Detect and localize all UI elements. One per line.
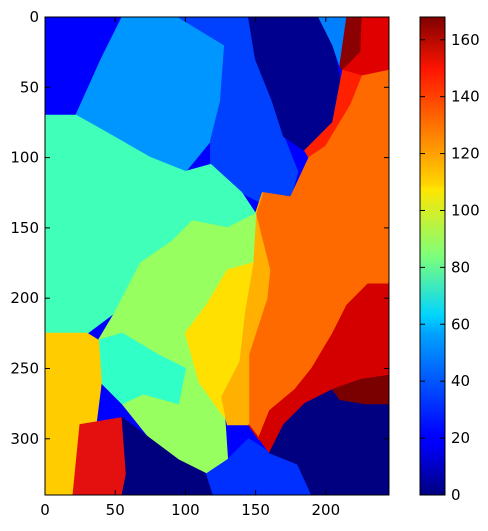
x-tick-label: 150 xyxy=(241,501,270,519)
colorbar xyxy=(419,16,446,496)
y-tick-label: 100 xyxy=(10,149,39,167)
colorbar-gradient xyxy=(419,16,446,496)
y-tick-label: 300 xyxy=(10,430,39,448)
heatmap-region-20 xyxy=(331,374,389,405)
colorbar-tick-label: 140 xyxy=(451,88,480,106)
x-tick-label: 200 xyxy=(311,501,340,519)
y-tick-label: 250 xyxy=(10,359,39,377)
y-tick-label: 200 xyxy=(10,289,39,307)
colorbar-ticks: 0 20 40 60 80 100 120 140 160 xyxy=(420,31,480,504)
y-tick-label: 0 xyxy=(29,8,39,26)
colorbar-tick-label: 80 xyxy=(451,258,470,276)
colorbar-tick-label: 120 xyxy=(451,145,480,163)
heatmap-region-12 xyxy=(184,262,254,419)
heatmap-region-13 xyxy=(97,332,187,405)
y-tick-label: 150 xyxy=(10,219,39,237)
colorbar-tick-label: 60 xyxy=(451,315,470,333)
heatmap-frame xyxy=(44,16,390,496)
colorbar-tick-label: 20 xyxy=(451,429,470,447)
heatmap-image xyxy=(45,17,389,495)
colorbar-tick-label: 0 xyxy=(451,486,461,504)
x-tick-label: 0 xyxy=(40,501,50,519)
x-tick-label: 50 xyxy=(106,501,125,519)
colorbar-tick-label: 160 xyxy=(451,31,480,49)
x-axis: 0 50 100 150 200 xyxy=(40,17,340,519)
colorbar-tick-label: 100 xyxy=(451,201,480,219)
heatmap-region-15 xyxy=(72,417,128,495)
x-tick-label: 100 xyxy=(171,501,200,519)
y-tick-label: 50 xyxy=(20,78,39,96)
colorbar-tick-label: 40 xyxy=(451,372,470,390)
y-axis: 0 50 100 150 200 250 300 xyxy=(10,8,389,448)
